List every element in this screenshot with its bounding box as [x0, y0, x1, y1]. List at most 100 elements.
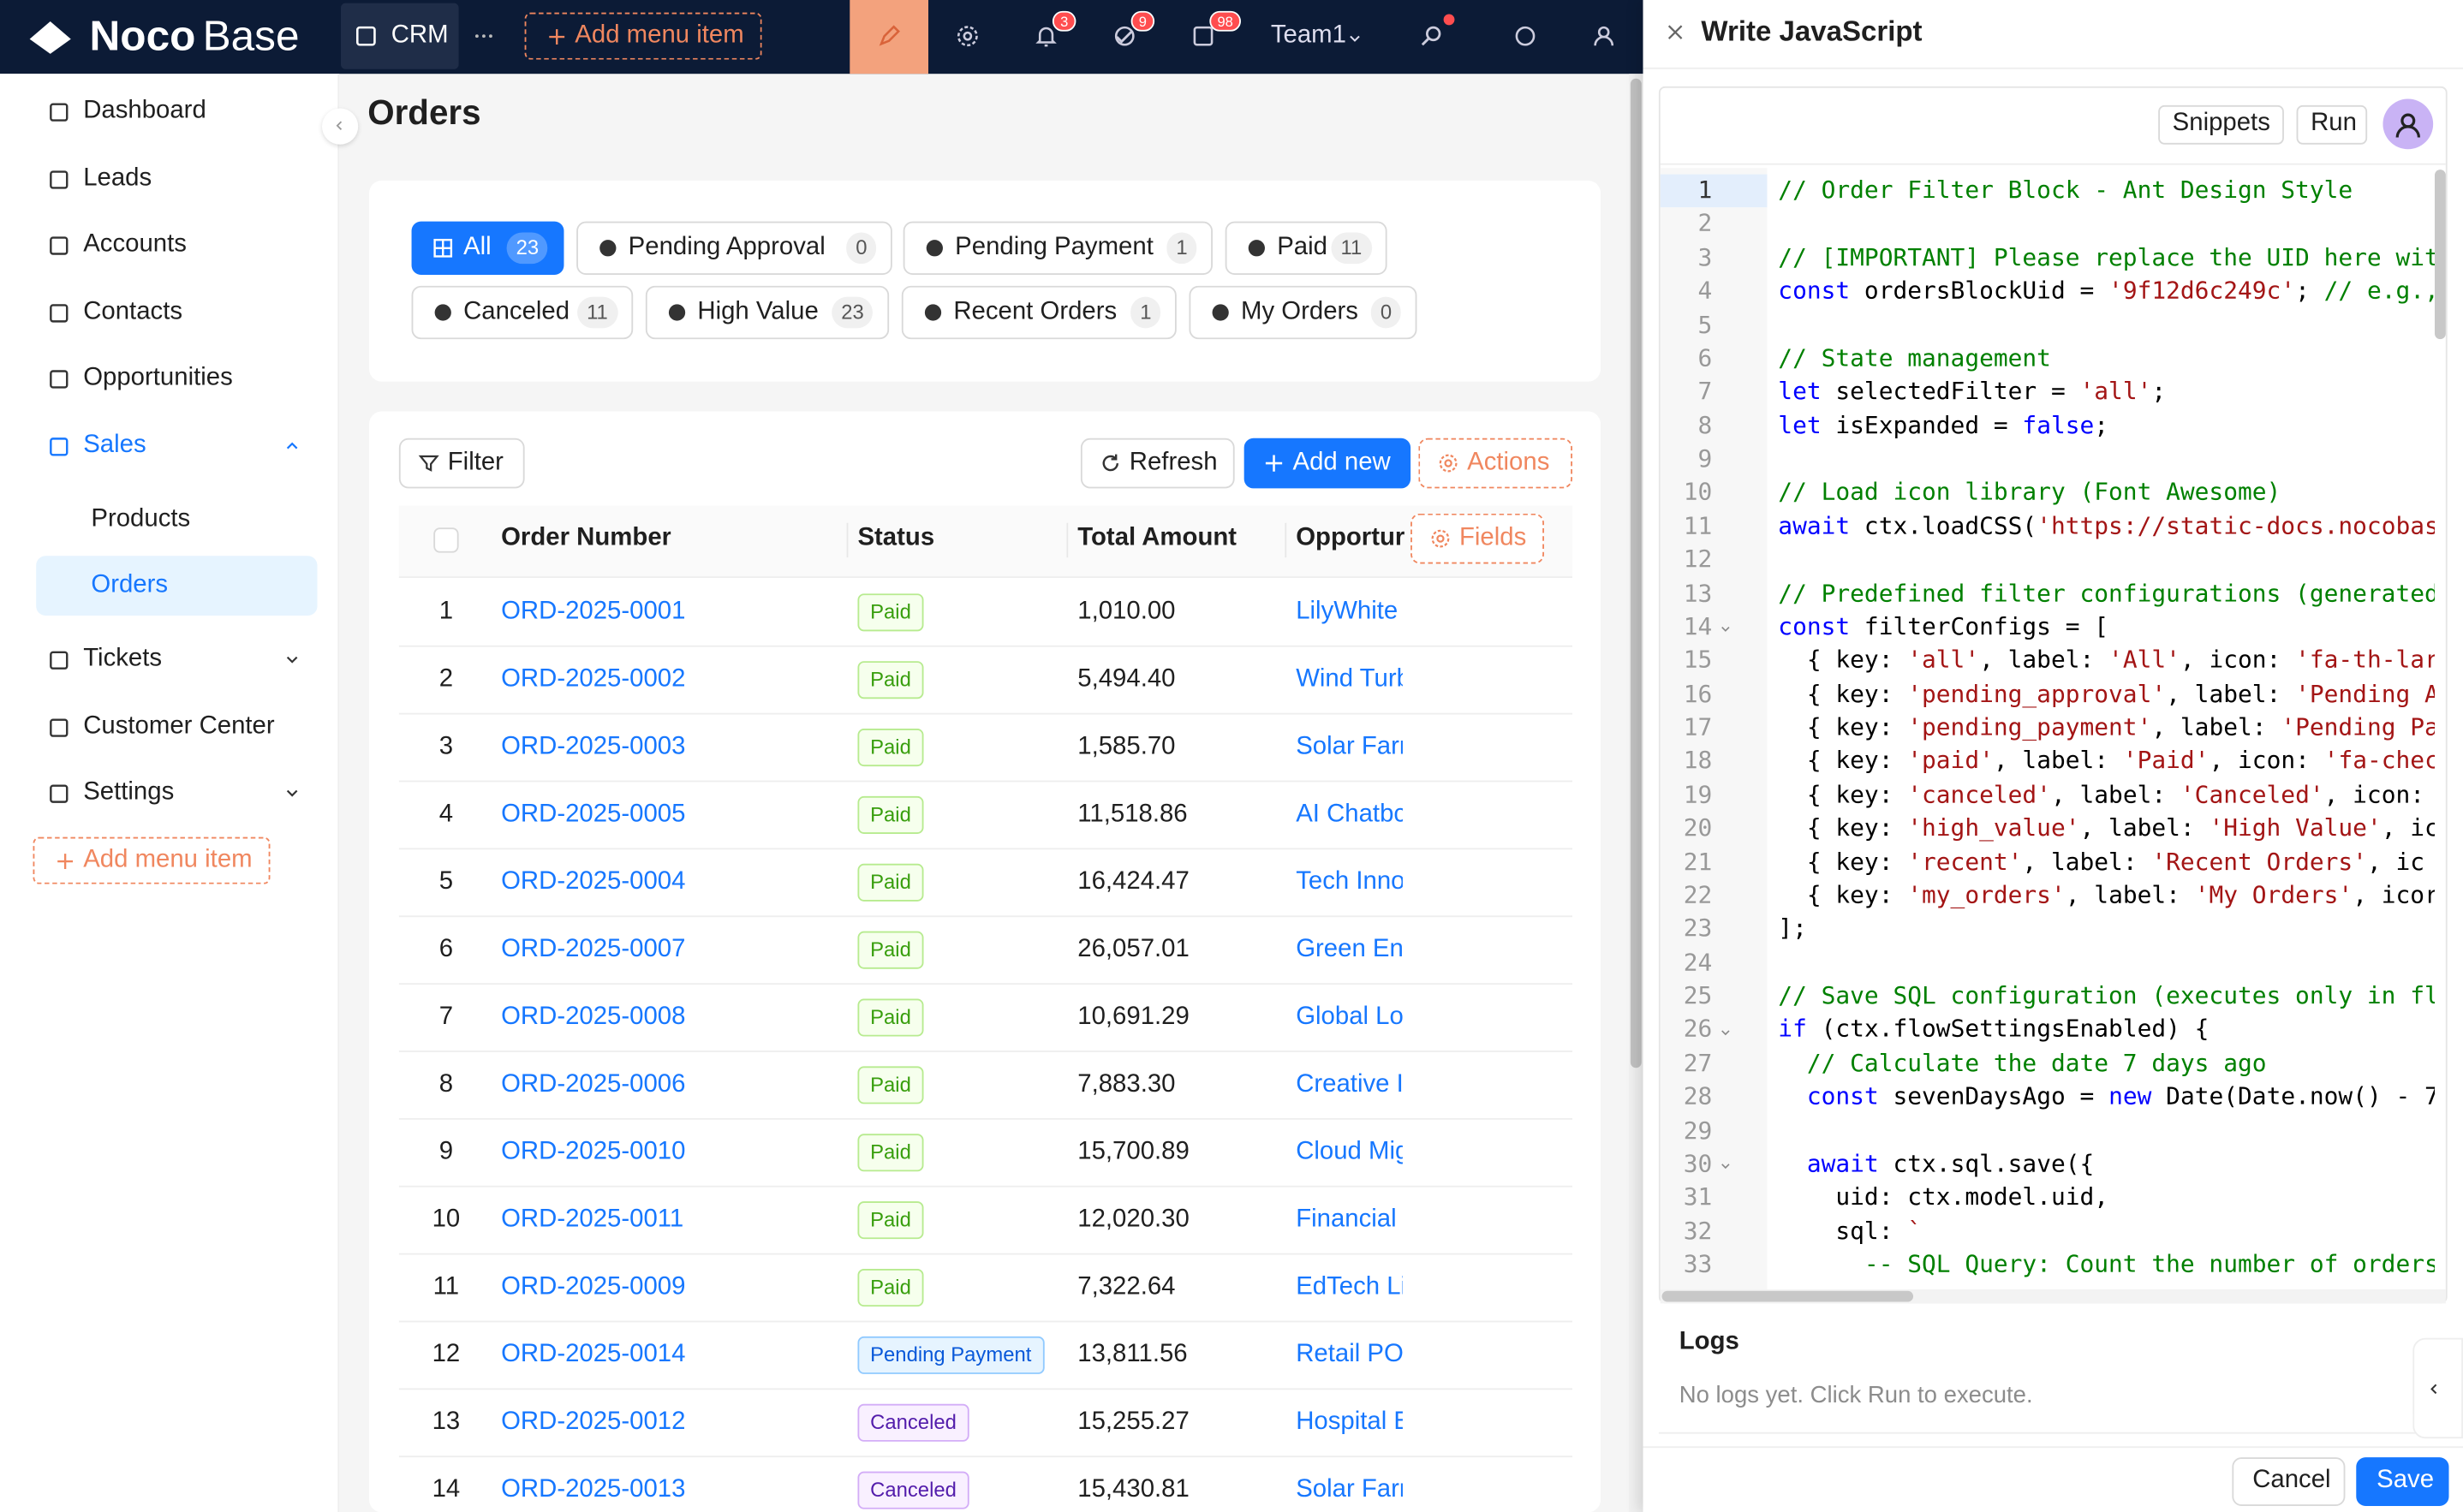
logo-icon	[29, 21, 71, 54]
menu-item[interactable]: Contacts	[83, 298, 183, 325]
cancel-button[interactable]	[2232, 1457, 2346, 1506]
menu-icon	[49, 235, 68, 254]
order-number[interactable]: ORD-2025-0011	[501, 1205, 684, 1233]
opportunity[interactable]: Creative I	[1296, 1070, 1403, 1098]
order-number[interactable]: ORD-2025-0009	[501, 1273, 686, 1301]
save-button[interactable]	[2356, 1457, 2449, 1506]
expand-tab[interactable]	[2412, 1337, 2463, 1439]
opportunity[interactable]: Solar Farr	[1296, 1476, 1403, 1503]
menu-item[interactable]: Tickets	[83, 645, 163, 673]
opportunity[interactable]: Wind Turb	[1296, 665, 1403, 693]
order-number[interactable]: ORD-2025-0001	[501, 598, 686, 626]
code-line: let selectedFilter = 'all';	[1778, 377, 2167, 406]
refresh-button[interactable]	[1080, 438, 1235, 489]
code-line: { key: 'all', label: 'All', icon: 'fa-th…	[1778, 646, 2435, 675]
order-number[interactable]: ORD-2025-0005	[501, 801, 686, 828]
filter-button-label: Filter	[447, 449, 504, 476]
mail-icon	[1193, 26, 1214, 46]
opportunity[interactable]: Retail PO	[1296, 1341, 1403, 1368]
check-icon	[1114, 26, 1135, 46]
menu-item[interactable]: Opportunities	[83, 364, 233, 391]
filter-tab-label: Canceled	[463, 298, 570, 325]
ui-editor-toggle[interactable]	[850, 0, 929, 74]
code-hscroll-thumb	[1661, 1290, 1914, 1302]
filter-tab-icon	[926, 240, 943, 257]
user-icon	[1594, 26, 1614, 46]
filter-tab[interactable]	[903, 221, 1213, 275]
opportunity[interactable]: EdTech Li	[1296, 1273, 1403, 1301]
order-number[interactable]: ORD-2025-0004	[501, 868, 686, 896]
menu-item[interactable]: Sales	[83, 432, 146, 459]
filter-tab[interactable]	[576, 221, 892, 275]
search-dot	[1443, 14, 1455, 26]
avatar	[2382, 98, 2434, 150]
fold-marker	[1721, 1164, 1729, 1170]
order-number[interactable]: ORD-2025-0007	[501, 936, 686, 963]
order-number[interactable]: ORD-2025-0008	[501, 1003, 686, 1031]
opportunity[interactable]: Cloud Mig	[1296, 1138, 1403, 1165]
menu-item[interactable]: Settings	[83, 778, 175, 806]
order-number[interactable]: ORD-2025-0013	[501, 1476, 686, 1503]
menu-item[interactable]: Products	[91, 505, 191, 533]
filter-tab-count: 23	[832, 296, 874, 329]
menu-icon	[49, 170, 68, 188]
code-line: { key: 'high_value', label: 'High Value'…	[1778, 813, 2435, 842]
opportunity[interactable]: AI Chatbc	[1296, 801, 1403, 828]
line-number: 18	[1683, 746, 1713, 775]
code-line: // State management	[1778, 343, 2051, 372]
line-number: 15	[1683, 646, 1713, 675]
table-row-border	[398, 983, 1573, 985]
menu-item[interactable]: Orders	[91, 571, 169, 598]
fields-button[interactable]	[1410, 513, 1545, 564]
order-number[interactable]: ORD-2025-0003	[501, 733, 686, 760]
menu-icon	[49, 369, 68, 388]
select-all-checkbox[interactable]	[433, 527, 459, 553]
opportunity[interactable]: Global Lo	[1296, 1003, 1403, 1031]
total-amount: 10,691.29	[1077, 1003, 1190, 1031]
add-menu-top[interactable]	[524, 12, 762, 60]
line-number: 3	[1697, 242, 1713, 271]
app-tab[interactable]	[341, 3, 459, 69]
row-index: 10	[432, 1205, 461, 1233]
menu-item[interactable]: Dashboard	[83, 97, 206, 124]
close-drawer	[1667, 24, 1682, 39]
drawer-divider	[1643, 67, 2463, 69]
menu-item[interactable]: Leads	[83, 164, 152, 192]
opportunity[interactable]: Tech Inno	[1296, 868, 1403, 896]
table-row-border	[398, 645, 1573, 647]
team-switch[interactable]: Team1	[1270, 21, 1346, 49]
snippets-button[interactable]	[2158, 104, 2284, 145]
filter-card	[369, 180, 1601, 382]
order-number[interactable]: ORD-2025-0012	[501, 1408, 686, 1436]
filter-tab-count: 1	[1130, 296, 1161, 329]
order-number[interactable]: ORD-2025-0006	[501, 1070, 686, 1098]
table-row-border	[398, 1253, 1573, 1255]
order-number[interactable]: ORD-2025-0014	[501, 1341, 686, 1368]
order-number[interactable]: ORD-2025-0002	[501, 665, 686, 693]
opportunity[interactable]: Financial	[1296, 1205, 1397, 1233]
table-row-border	[398, 712, 1573, 715]
line-number: 5	[1697, 310, 1713, 339]
line-number: 7	[1697, 377, 1713, 406]
actions-button[interactable]	[1418, 438, 1573, 489]
opportunity[interactable]: Green Ene	[1296, 936, 1403, 963]
add-menu-side-icon	[57, 853, 73, 869]
menu-item[interactable]: Customer Center	[83, 712, 275, 740]
collapse-button[interactable]	[322, 108, 359, 145]
run-button[interactable]	[2296, 104, 2368, 145]
add-menu-side[interactable]	[33, 836, 271, 884]
filter-tab-label: All	[463, 234, 492, 261]
line-number: 26	[1683, 1015, 1713, 1044]
opportunity[interactable]: Solar Farr	[1296, 733, 1403, 760]
menu-item[interactable]: Accounts	[83, 230, 187, 258]
line-number: 9	[1697, 444, 1713, 473]
actions-button-icon	[1439, 454, 1458, 473]
opportunity[interactable]: LilyWhite	[1296, 598, 1398, 626]
drawer-title: Write JavaScript	[1701, 15, 1923, 48]
filter-tab-count: 0	[1370, 296, 1402, 329]
filter-button[interactable]	[398, 438, 525, 489]
filter-tab-count: 23	[506, 232, 549, 265]
opportunity[interactable]: Hospital E	[1296, 1408, 1403, 1436]
order-number[interactable]: ORD-2025-0010	[501, 1138, 686, 1165]
